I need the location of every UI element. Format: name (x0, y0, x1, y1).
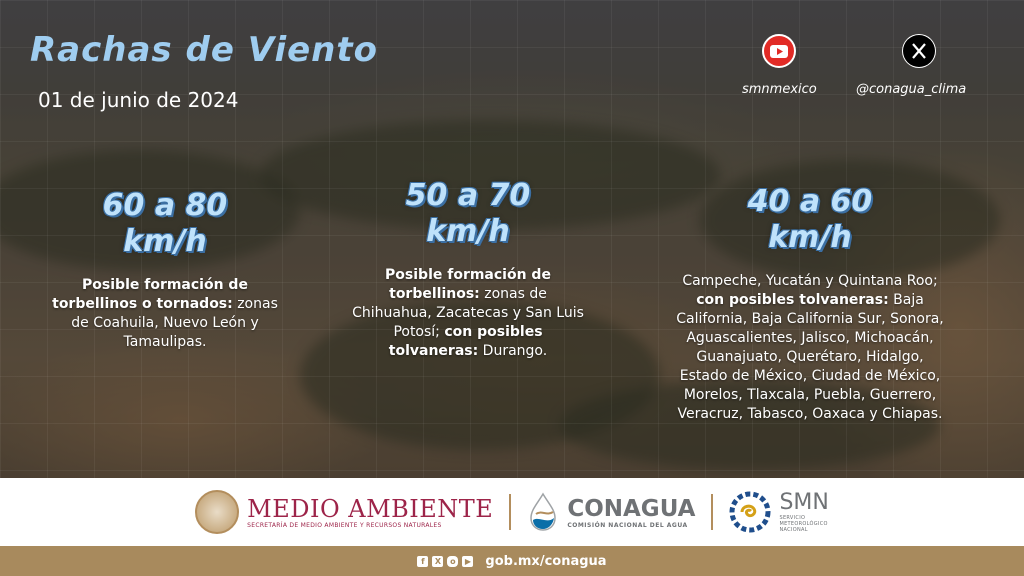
description-bold: Posible formación de torbellinos o torna… (52, 277, 248, 312)
medio-ambiente-logo: MEDIO AMBIENTE SECRETARÍA DE MEDIO AMBIE… (195, 490, 493, 534)
smn-subtitle: METEOROLÓGICO (779, 521, 828, 527)
background-photo (0, 0, 1024, 478)
description-bold: Posible formación de torbellinos: (385, 267, 551, 302)
description-text: zonas de Chihuahua, Zacatecas y San Luis… (352, 286, 584, 340)
water-drop-icon (530, 492, 557, 531)
smn-title: SMN (779, 490, 829, 515)
social-x[interactable]: @conagua_clima (856, 34, 966, 97)
x-icon[interactable]: X (432, 555, 444, 567)
medio-ambiente-title: MEDIO AMBIENTE (247, 494, 494, 523)
wind-unit: km/h (768, 220, 852, 255)
vegetation-shape (260, 120, 720, 230)
youtube-icon[interactable] (762, 34, 797, 68)
vegetation-shape (560, 380, 940, 470)
footer-band: f X o ▶ gob.mx/conagua (0, 546, 1024, 576)
smn-subtitle: SERVICIO (779, 515, 806, 521)
wind-column-1: 60 a 80 km/h Posible formación de torbel… (50, 188, 280, 352)
vegetation-shape (0, 150, 300, 270)
wind-unit: km/h (426, 214, 510, 249)
youtube-handle[interactable]: smnmexico (742, 82, 817, 97)
conagua-logo: CONAGUA COMISIÓN NACIONAL DEL AGUA (527, 492, 695, 532)
description-text: zonas de Coahuila, Nuevo León y Tamaulip… (71, 296, 278, 350)
wind-range: 50 a 70 (405, 178, 531, 213)
description-bold: con posibles tolvaneras: (388, 324, 543, 359)
wind-description: Posible formación de torbellinos o torna… (50, 276, 280, 352)
wind-unit: km/h (123, 224, 207, 259)
date-label: 01 de junio de 2024 (38, 88, 239, 112)
x-handle[interactable]: @conagua_clima (856, 82, 967, 97)
wind-column-3: 40 a 60 km/h Campeche, Yucatán y Quintan… (672, 184, 948, 424)
smn-logo: SMN SERVICIO METEOROLÓGICO NACIONAL (729, 490, 829, 533)
instagram-icon[interactable]: o (447, 555, 459, 567)
smn-subtitle: NACIONAL (779, 527, 808, 533)
wind-range: 40 a 60 (747, 184, 873, 219)
social-youtube[interactable]: smnmexico (742, 34, 817, 97)
facebook-icon[interactable]: f (417, 555, 429, 567)
page-title: Rachas de Viento (30, 30, 378, 70)
institution-logos: MEDIO AMBIENTE SECRETARÍA DE MEDIO AMBIE… (0, 478, 1024, 546)
gob-url-link[interactable]: gob.mx/conagua (485, 553, 607, 569)
dark-overlay (0, 0, 1024, 478)
youtube-icon[interactable]: ▶ (462, 555, 474, 567)
description-text: Campeche, Yucatán y Quintana Roo; (682, 273, 938, 289)
wind-description: Posible formación de torbellinos: zonas … (350, 266, 586, 361)
wind-column-2: 50 a 70 km/h Posible formación de torbel… (350, 178, 586, 361)
conagua-subtitle: COMISIÓN NACIONAL DEL AGUA (567, 521, 688, 529)
national-seal-icon (195, 490, 240, 534)
x-icon[interactable] (902, 34, 936, 68)
description-bold: con posibles tolvaneras: (696, 292, 889, 308)
grid-overlay (0, 0, 1024, 478)
vegetation-shape (700, 160, 1000, 280)
wind-description: Campeche, Yucatán y Quintana Roo; con po… (672, 272, 948, 424)
social-icons-row: f X o ▶ (417, 555, 474, 567)
medio-ambiente-subtitle: SECRETARÍA DE MEDIO AMBIENTE Y RECURSOS … (247, 521, 442, 529)
conagua-title: CONAGUA (567, 495, 696, 522)
description-text: Baja California, Baja California Sur, So… (676, 292, 944, 422)
description-text: Durango. (482, 343, 548, 359)
wind-range: 60 a 80 (102, 188, 228, 223)
smn-emblem-icon (729, 491, 771, 533)
divider (509, 494, 512, 530)
divider (711, 494, 714, 530)
